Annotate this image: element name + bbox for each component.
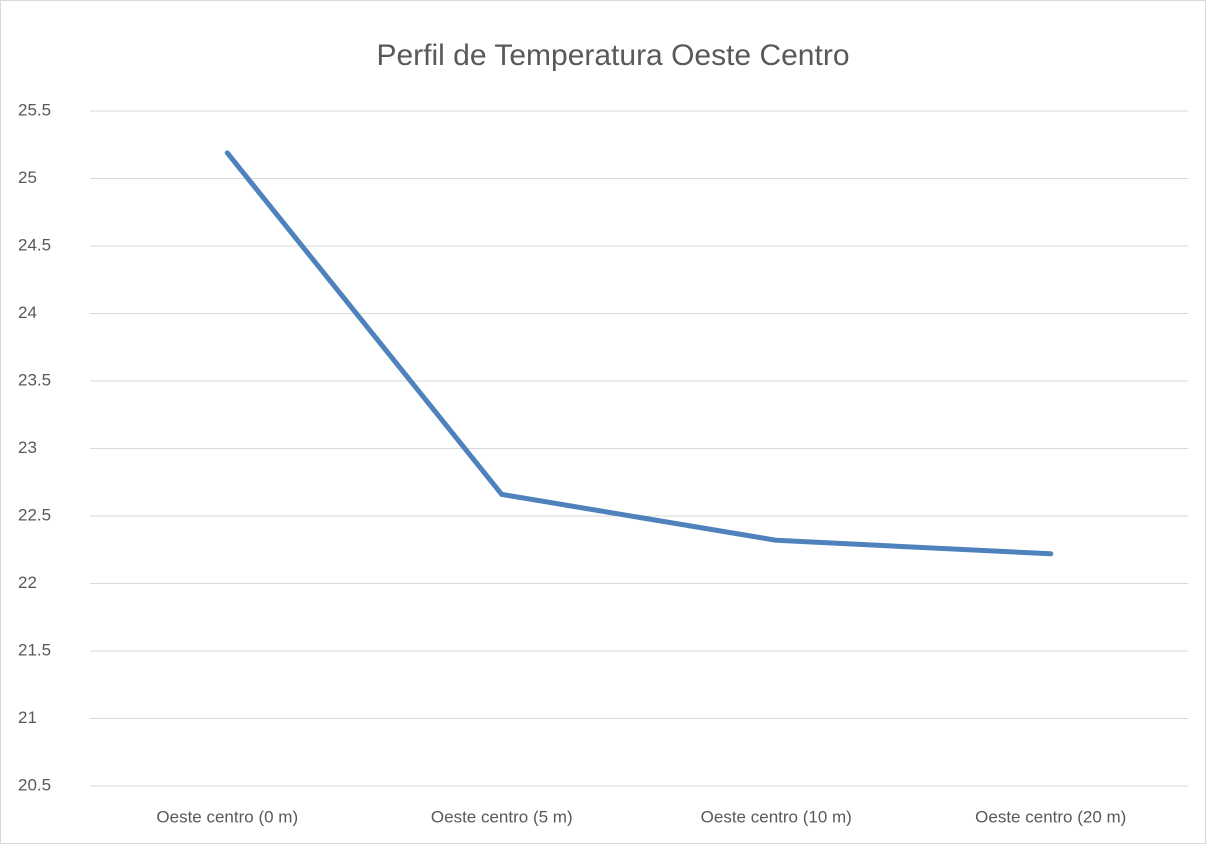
y-tick-label: 21: [18, 708, 37, 727]
y-tick-label: 21.5: [18, 640, 51, 659]
y-tick-label: 24: [18, 303, 37, 322]
chart-title: Perfil de Temperatura Oeste Centro: [376, 39, 849, 72]
x-tick-label: Oeste centro (5 m): [431, 807, 573, 826]
y-tick-label: 24.5: [18, 235, 51, 254]
y-tick-label: 22: [18, 573, 37, 592]
y-tick-label: 25.5: [18, 100, 51, 119]
x-tick-label: Oeste centro (0 m): [156, 807, 298, 826]
x-tick-label: Oeste centro (10 m): [701, 807, 852, 826]
y-tick-label: 25: [18, 168, 37, 187]
y-tick-label: 23: [18, 438, 37, 457]
y-tick-label: 23.5: [18, 370, 51, 389]
x-tick-label: Oeste centro (20 m): [975, 807, 1126, 826]
y-tick-label: 20.5: [18, 775, 51, 794]
y-tick-label: 22.5: [18, 505, 51, 524]
line: [224, 150, 1054, 557]
